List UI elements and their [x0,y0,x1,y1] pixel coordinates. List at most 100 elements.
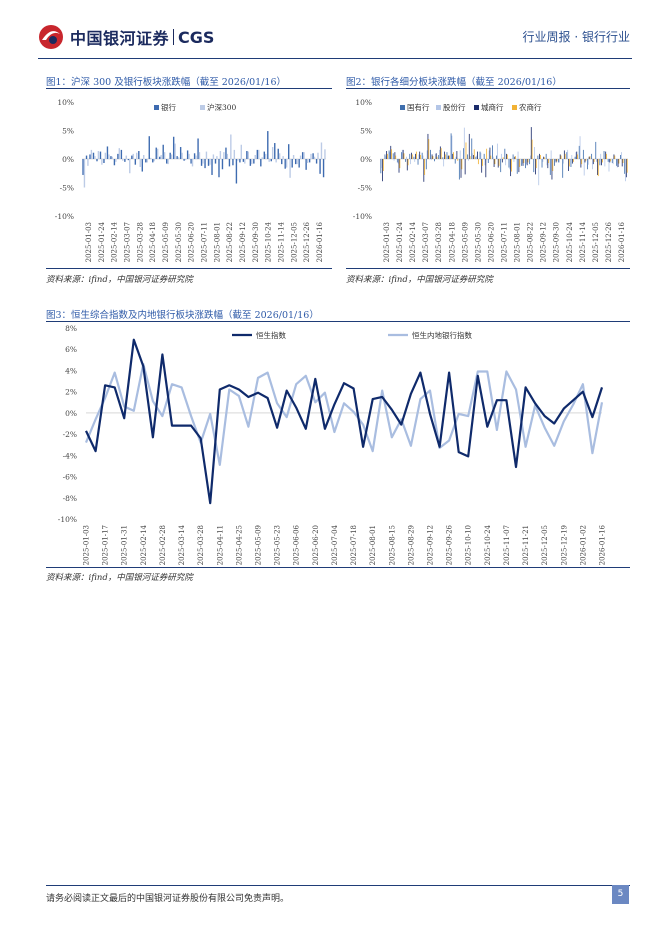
bar-1 [120,149,123,159]
bar-1 [312,153,314,159]
bar-3 [617,159,619,167]
bar-1 [496,155,497,159]
bar-1 [413,156,415,159]
fig2-top-rule [346,88,630,89]
bar-3 [563,150,565,159]
bar-2 [381,159,383,169]
bar-1 [582,149,584,159]
bar-1 [235,159,238,184]
bar-4 [411,154,413,159]
bar-1 [533,159,535,173]
legend-swatch [400,105,405,110]
bar-3 [518,159,520,173]
x-tick-label: 2025-06-20 [312,525,320,565]
x-tick-label: 2025-10-10 [465,525,473,565]
bar-2 [271,147,274,159]
x-tick-label: 2025-08-01 [213,222,221,262]
bar-2 [181,152,183,159]
bar-1 [380,159,382,174]
x-tick-label: 2025-10-24 [566,221,574,262]
bar-2 [563,159,564,164]
bar-4 [556,159,558,162]
bar-1 [430,149,431,159]
x-tick-label: 2025-12-05 [541,525,549,565]
bar-2 [505,159,507,166]
bar-2 [244,159,246,164]
bar-1 [558,159,559,163]
bar-1 [603,151,605,159]
bar-3 [452,153,454,159]
bar-1 [256,149,259,159]
bar-2 [575,152,577,159]
bar-2 [476,155,478,159]
x-tick-label: 2025-04-25 [235,525,243,565]
bar-1 [578,145,580,159]
y-tick-label: -5% [358,184,372,193]
bar-1 [155,147,157,159]
bar-1 [211,159,213,175]
bar-2 [525,159,527,165]
bar-3 [535,159,536,175]
y-tick-label: 5% [62,127,74,136]
bar-3 [625,159,627,178]
bar-2 [410,159,411,165]
bar-2 [530,155,531,159]
bar-1 [134,159,137,165]
bar-1 [242,159,245,162]
x-tick-label: 2025-01-24 [98,221,106,262]
bar-1 [595,141,597,159]
x-tick-label: 2025-06-06 [293,524,301,565]
bar-2 [87,159,89,166]
bar-4 [469,156,471,159]
bar-1 [117,153,119,159]
bar-4 [606,153,607,159]
bar-1 [193,153,196,159]
bar-2 [451,135,453,159]
bar-2 [278,153,281,159]
bar-4 [395,155,397,159]
x-tick-label: 2025-08-15 [388,525,396,565]
x-tick-label: 2025-05-30 [474,222,482,262]
x-tick-label: 2025-12-19 [560,525,568,565]
bar-3 [497,159,499,168]
bar-3 [580,159,582,168]
x-tick-label: 2025-10-24 [265,221,273,262]
bar-2 [125,155,127,159]
bar-3 [592,159,594,165]
bar-3 [411,152,412,159]
bar-3 [477,151,478,159]
bar-1 [277,148,279,159]
bar-1 [508,159,510,168]
legend-label: 银行 [161,102,176,112]
bar-1 [442,157,444,159]
bar-1 [179,147,182,159]
bar-4 [399,159,401,169]
bar-2 [104,152,107,159]
bar-4 [589,156,591,159]
bar-3 [605,151,607,159]
x-tick-label: 2025-07-18 [350,525,358,565]
bar-2 [579,136,581,159]
bar-3 [493,159,495,167]
bar-1 [479,151,481,159]
bar-1 [214,159,217,164]
bar-3 [460,159,462,178]
bar-1 [454,159,456,164]
x-tick-label: 2025-05-09 [255,525,263,565]
bar-4 [465,142,467,159]
bar-2 [167,159,169,165]
bar-4 [560,155,562,159]
bar-3 [526,159,528,166]
y-tick-label: 10% [355,98,372,107]
fig2-chart: 10% 5% 0% -5% -10% 2025-01-03 2025-01-24 2025-0… [353,98,628,262]
bar-4 [573,159,574,162]
bar-1 [176,156,178,159]
bar-1 [190,159,192,164]
bar-2 [223,152,225,159]
bar-3 [522,159,524,166]
x-tick-label: 2025-01-24 [396,221,404,262]
bar-1 [288,144,290,159]
bar-1 [611,159,613,163]
bar-2 [118,148,120,159]
bar-2 [488,150,490,159]
